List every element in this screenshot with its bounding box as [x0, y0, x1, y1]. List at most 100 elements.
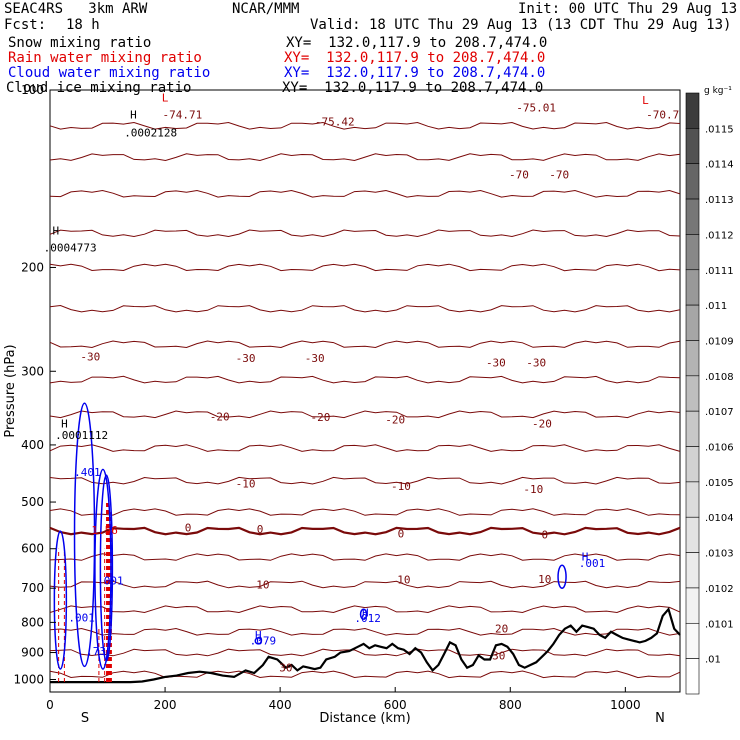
isotherm-label: -10 — [391, 480, 411, 493]
isotherm-label: 10 — [538, 573, 551, 586]
y-tick-label: 400 — [21, 438, 44, 452]
x-tick-label: 1000 — [610, 698, 641, 712]
isotherm-label: -20 — [310, 411, 330, 424]
cloudwater-contour — [254, 637, 263, 645]
x-axis-label: Distance (km) — [319, 711, 410, 726]
isotherm-label: -10 — [523, 483, 543, 496]
colorbar-label: .01 — [705, 655, 721, 666]
extremum-label: .73 — [86, 645, 106, 658]
isotherm-line — [49, 229, 681, 238]
field-rain-xy: XY= 132.0,117.9 to 208.7,474.0 — [284, 50, 546, 66]
colorbar-swatch — [685, 234, 700, 271]
isotherm-line — [49, 648, 681, 657]
field-cloudwater-name: Cloud water mixing ratio — [8, 65, 211, 81]
colorbar-swatch — [685, 481, 700, 518]
isotherm-label: -30 — [526, 357, 546, 370]
colorbar-swatch — [685, 516, 700, 553]
extremum-label: H — [52, 224, 59, 237]
extremum-label: -74.71 — [162, 108, 202, 121]
isotherm-label: 20 — [495, 623, 508, 636]
isotherm-label: -30 — [305, 352, 325, 365]
isotherm-line — [49, 605, 681, 614]
colorbar-swatch — [685, 304, 700, 341]
colorbar-label: .0105 — [705, 478, 734, 489]
colorbar-swatch — [685, 198, 700, 235]
init-label: Init: 00 UTC Thu 29 Aug 13 — [518, 1, 738, 17]
isotherm-line — [49, 670, 681, 679]
isotherm-label: -70 — [509, 168, 529, 181]
terrain-line — [50, 606, 681, 684]
isotherm-line — [49, 526, 681, 536]
x-tick-label: 600 — [384, 698, 407, 712]
isotherm-label: -20 — [532, 418, 552, 431]
isotherm-label: -30 — [80, 350, 100, 363]
colorbar-swatch — [685, 446, 700, 483]
x-tick-label: 200 — [154, 698, 177, 712]
colorbar-swatch — [685, 92, 700, 129]
colorbar-swatch — [685, 375, 700, 412]
colorbar-label: .0102 — [705, 584, 734, 595]
isotherm-line — [49, 476, 681, 485]
extremum-label: .0002128 — [124, 126, 177, 139]
isotherm-line — [49, 340, 681, 349]
colorbar-label: .0108 — [705, 372, 734, 383]
extremum-label: .012 — [354, 612, 381, 625]
field-cloudice-name: Cloud ice mixing ratio — [6, 80, 192, 96]
isotherm-line — [49, 121, 681, 130]
isotherm-label: -30 — [486, 357, 506, 370]
x-end-label-south: S — [81, 711, 89, 726]
x-tick-label: 800 — [499, 698, 522, 712]
x-tick-label: 0 — [46, 698, 54, 712]
y-tick-label: 900 — [21, 646, 44, 660]
isotherm-label: -20 — [210, 411, 230, 424]
isotherm-line — [49, 410, 681, 419]
extremum-label: -70.7 — [646, 108, 679, 121]
colorbar-label: .0114 — [705, 160, 734, 171]
colorbar-swatch — [685, 340, 700, 377]
field-snow-name: Snow mixing ratio — [8, 35, 152, 51]
extremum-label: L — [162, 92, 169, 105]
extremum-label: .401 — [74, 466, 101, 479]
isotherm-line — [49, 153, 681, 162]
fcst-value: 18 h — [66, 17, 100, 33]
isotherm-label: -30 — [236, 352, 256, 365]
field-snow-xy: XY= 132.0,117.9 to 208.7,474.0 — [286, 35, 548, 51]
extremum-label: -75.42 — [315, 115, 355, 128]
colorbar-label: .0109 — [705, 336, 734, 347]
y-tick-label: 200 — [21, 260, 44, 274]
colorbar-swatch — [685, 410, 700, 447]
colorbar-swatch — [685, 587, 700, 624]
colorbar-label: .011 — [705, 301, 727, 312]
cloudwater-contour — [557, 564, 567, 589]
model-label: SEAC4RS 3km ARW — [4, 1, 148, 17]
fcst-label: Fcst: — [4, 17, 47, 33]
isotherm-label: 30 — [492, 649, 505, 662]
colorbar-label: .0113 — [705, 195, 734, 206]
isotherm-label: -10 — [236, 477, 256, 490]
extremum-label: .001 — [579, 557, 606, 570]
y-tick-label: 100 — [21, 83, 44, 97]
isotherm-label: 0 — [541, 529, 548, 542]
isotherm-label: -70 — [549, 168, 569, 181]
isotherm-line — [49, 508, 681, 516]
field-rain-name: Rain water mixing ratio — [8, 50, 202, 66]
y-tick-label: 700 — [21, 581, 44, 595]
extremum-label: .0004773 — [44, 242, 97, 255]
extremum-label: H — [255, 629, 262, 642]
x-end-label-north: N — [655, 711, 665, 726]
field-cloudice-xy: XY= 132.0,117.9 to 208.7,474.0 — [282, 80, 544, 96]
y-axis-label: Pressure (hPa) — [3, 344, 18, 437]
cloudwater-contour — [99, 474, 114, 662]
plot-frame — [49, 89, 681, 693]
cloudwater-contour — [73, 402, 96, 668]
y-tick-label: 500 — [21, 495, 44, 509]
extremum-label: .0001112 — [55, 429, 108, 442]
extremum-label: .001 — [97, 574, 124, 587]
field-cloudwater-xy: XY= 132.0,117.9 to 208.7,474.0 — [284, 65, 546, 81]
colorbar-swatch — [685, 552, 700, 589]
extremum-label: H — [130, 108, 137, 121]
isotherm-line — [49, 263, 681, 272]
colorbar-label: .0111 — [705, 266, 734, 277]
isotherm-label: 10 — [397, 574, 410, 587]
colorbar-swatch — [685, 658, 700, 695]
